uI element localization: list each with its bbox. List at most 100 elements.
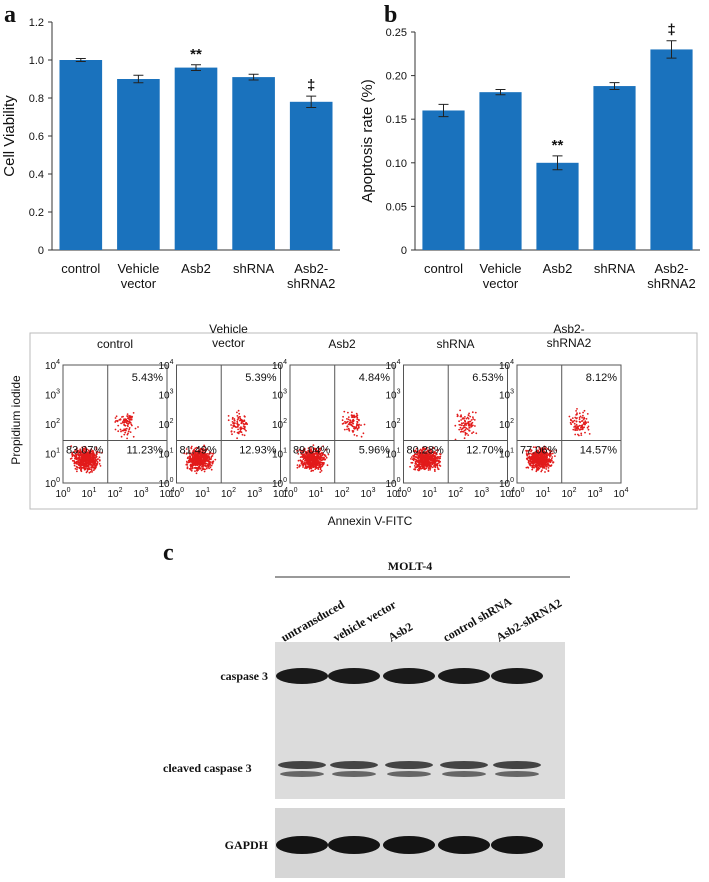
event-dot	[411, 461, 414, 464]
tick-base: 10	[613, 489, 625, 500]
event-dot	[308, 468, 311, 470]
event-dot	[125, 421, 128, 424]
event-dot	[549, 464, 552, 467]
event-dot	[529, 462, 531, 465]
event-dot	[462, 422, 465, 424]
event-dot	[575, 410, 577, 412]
event-dot	[201, 465, 203, 468]
event-dot	[467, 434, 470, 436]
event-dot	[203, 468, 206, 471]
event-dot	[210, 457, 213, 459]
event-dot	[73, 461, 76, 464]
event-dot	[320, 469, 323, 472]
event-dot	[87, 453, 90, 456]
event-dot	[99, 465, 102, 467]
event-dot	[232, 425, 235, 428]
tick-base: 10	[272, 420, 284, 431]
event-dot	[427, 458, 430, 461]
event-dot	[193, 452, 196, 455]
event-dot	[423, 455, 426, 458]
event-dot	[205, 467, 208, 470]
event-dot	[357, 424, 360, 427]
tick-base: 10	[561, 489, 573, 500]
event-dot	[417, 451, 419, 453]
event-dot	[97, 451, 99, 453]
plot-title: Asb2	[328, 337, 356, 351]
y-tick-label: 101	[45, 448, 60, 461]
tick-exponent: 3	[170, 389, 174, 396]
event-dot	[88, 467, 91, 470]
plot-title: shRNA	[436, 337, 474, 351]
event-dot	[460, 424, 463, 427]
event-dot	[90, 453, 92, 456]
flow-x-label: Annexin V-FITC	[328, 514, 413, 528]
event-dot	[431, 463, 434, 465]
event-dot	[418, 460, 421, 463]
y-tick-label: 0.05	[386, 201, 407, 213]
event-dot	[92, 469, 95, 472]
event-dot	[299, 459, 302, 462]
error-bar	[191, 64, 201, 71]
row-label: cleaved caspase 3	[163, 761, 252, 775]
event-dot	[231, 416, 234, 419]
event-dot	[128, 419, 131, 421]
event-dot	[413, 457, 415, 459]
event-dot	[431, 466, 434, 469]
event-dot	[434, 450, 436, 453]
tick-exponent: 2	[346, 487, 350, 494]
error-bar	[609, 82, 620, 91]
event-dot	[534, 464, 537, 466]
event-dot	[75, 462, 78, 464]
event-dot	[234, 422, 236, 424]
event-dot	[119, 418, 122, 420]
event-dot	[429, 468, 431, 471]
event-dot	[464, 434, 467, 436]
event-dot	[197, 450, 199, 453]
event-dot	[114, 421, 117, 423]
event-dot	[418, 462, 421, 464]
event-dot	[419, 448, 422, 451]
event-dot	[415, 450, 417, 453]
event-dot	[90, 461, 92, 464]
y-tick-label: 104	[385, 359, 400, 372]
event-dot	[303, 453, 306, 455]
event-dot	[195, 472, 198, 475]
x-tick-label: 104	[500, 487, 515, 500]
event-dot	[347, 423, 350, 426]
event-dot	[77, 453, 79, 455]
event-dot	[311, 466, 314, 468]
event-dot	[194, 470, 196, 472]
event-dot	[431, 448, 433, 451]
event-dot	[474, 425, 476, 427]
event-dot	[347, 416, 350, 418]
event-dot	[472, 424, 474, 427]
event-dot	[323, 458, 325, 461]
event-dot	[309, 450, 312, 453]
event-dot	[130, 423, 133, 426]
event-dot	[74, 449, 76, 452]
event-dot	[531, 458, 533, 461]
event-dot	[190, 447, 193, 449]
event-dot	[355, 412, 358, 415]
event-dot	[541, 457, 544, 459]
event-dot	[415, 456, 418, 459]
event-dot	[73, 451, 76, 453]
event-dot	[127, 430, 130, 433]
event-dot	[90, 450, 93, 453]
event-dot	[240, 421, 243, 424]
event-dot	[327, 453, 330, 456]
event-dot	[579, 415, 582, 418]
event-dot	[312, 463, 315, 466]
event-dot	[98, 456, 101, 459]
event-dot	[76, 466, 78, 468]
event-dot	[319, 447, 321, 450]
tick-exponent: 0	[56, 477, 60, 484]
y-tick-label: 0.2	[29, 207, 44, 219]
plot-title: Asb2-shRNA2	[547, 322, 592, 350]
event-dot	[187, 456, 189, 459]
event-dot	[420, 454, 423, 457]
event-dot	[539, 464, 541, 467]
event-dot	[123, 428, 125, 431]
event-dot	[202, 462, 205, 464]
event-dot	[96, 462, 99, 465]
